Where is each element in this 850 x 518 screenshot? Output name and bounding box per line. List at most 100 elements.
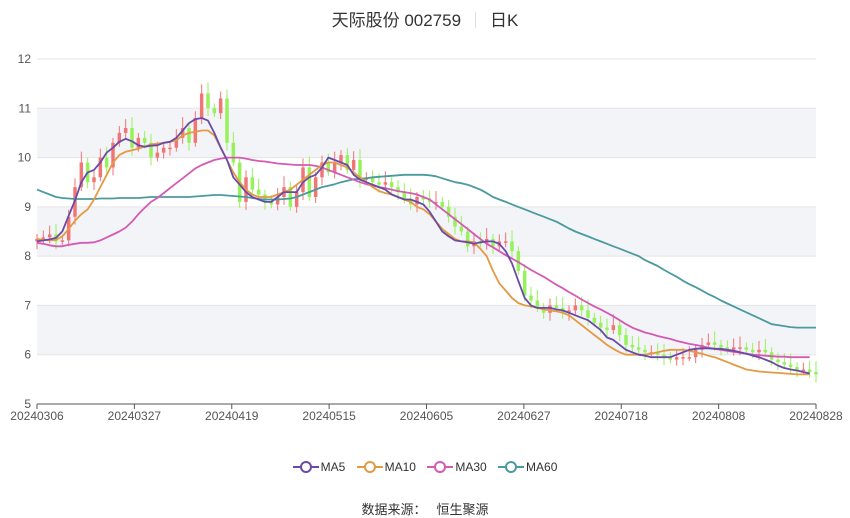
candle-body	[155, 152, 160, 158]
candle-body	[79, 162, 84, 188]
candle-body	[104, 157, 109, 168]
candle-body	[624, 335, 628, 345]
x-tick-label: 20240718	[595, 409, 649, 423]
candle-body	[731, 347, 736, 350]
legend-item-ma60[interactable]: MA60	[498, 459, 557, 474]
candle-body	[706, 342, 711, 345]
candle-body	[250, 177, 255, 190]
candle-body	[111, 142, 115, 168]
candle-body	[814, 371, 818, 375]
candle-body	[218, 98, 223, 114]
candle-body	[288, 187, 293, 207]
candle-body	[548, 305, 552, 313]
x-tick-label: 20240828	[789, 409, 843, 423]
candle-body	[744, 347, 749, 350]
candle-body	[516, 251, 521, 271]
candle-body	[383, 182, 388, 185]
source-label: 数据来源：	[361, 502, 427, 517]
candle-body	[592, 317, 597, 323]
candle-body	[161, 147, 166, 153]
candle-body	[41, 237, 46, 239]
candle-body	[421, 197, 426, 200]
candle-body	[795, 367, 799, 370]
y-tick-label: 7	[24, 298, 31, 312]
candle-body	[149, 142, 153, 158]
candle-body	[313, 177, 318, 197]
candle-body	[345, 155, 350, 170]
candle-body	[307, 167, 312, 197]
candle-body	[522, 270, 527, 296]
candle-body	[453, 216, 457, 227]
candle-body	[187, 128, 191, 143]
chart-title: 天际股份 002759 日K	[0, 6, 850, 30]
candle-body	[174, 137, 179, 148]
y-axis: 5 6 7 8 9 10 11 12	[18, 52, 32, 411]
candle-body	[231, 142, 236, 163]
candle-body	[700, 344, 704, 350]
candle-body	[98, 157, 103, 178]
candle-body	[674, 357, 679, 360]
candle-body	[725, 347, 730, 350]
legend-item-ma30[interactable]: MA30	[427, 459, 487, 474]
x-tick-label: 20240419	[205, 409, 259, 423]
candle-body	[377, 182, 381, 185]
title-divider	[475, 12, 477, 28]
candle-body	[60, 240, 65, 242]
candle-body	[807, 369, 812, 372]
ma30-line	[36, 156, 810, 359]
candle-body	[763, 349, 768, 353]
moving-average-lines	[36, 117, 816, 376]
candle-body	[263, 194, 267, 202]
y-tick-label: 9	[24, 200, 31, 214]
candle-body	[269, 201, 274, 205]
candle-body	[529, 295, 533, 301]
candle-body	[180, 128, 185, 138]
stock-title: 天际股份 002759	[331, 11, 462, 30]
candle-body	[370, 177, 375, 183]
candle-body	[579, 305, 584, 311]
candle-body	[776, 359, 780, 363]
ma60-line	[36, 173, 816, 329]
legend-label-ma30: MA30	[455, 459, 487, 474]
x-axis: 20240306 20240327 20240419 20240515 20240605…	[10, 403, 843, 423]
candle-body	[465, 231, 470, 247]
candle-body	[294, 192, 299, 207]
candle-body	[757, 349, 761, 353]
plot-bands	[37, 108, 816, 355]
candle-body	[750, 349, 755, 353]
period-label: 日K	[490, 11, 519, 30]
legend-label-ma5: MA5	[320, 459, 346, 474]
candle-body	[687, 357, 692, 359]
legend-item-ma5[interactable]: MA5	[292, 459, 346, 474]
plot-band	[37, 108, 816, 158]
candle-body	[693, 349, 698, 358]
candle-body	[415, 197, 419, 205]
candle-body	[554, 305, 559, 308]
candle-body	[440, 201, 445, 207]
candle-body	[193, 118, 198, 143]
candle-body	[801, 369, 806, 371]
candle-body	[662, 354, 666, 358]
candle-body	[510, 241, 514, 252]
candle-body	[586, 310, 590, 318]
candle-body	[611, 325, 616, 331]
candle-body	[598, 322, 603, 328]
y-tick-label: 5	[24, 397, 31, 411]
plot-band	[37, 206, 816, 257]
legend-label-ma60: MA60	[526, 459, 558, 474]
candle-body	[427, 199, 432, 202]
candle-body	[320, 162, 324, 178]
data-source: 数据来源： 恒生聚源	[0, 499, 850, 518]
x-tick-label: 20240627	[497, 409, 551, 423]
y-tick-label: 8	[24, 249, 31, 263]
candle-body	[738, 347, 742, 349]
plot-band	[37, 305, 816, 355]
legend-item-ma10[interactable]: MA10	[356, 459, 416, 474]
candle-body	[535, 300, 540, 308]
candle-body	[712, 342, 717, 345]
candle-body	[617, 325, 622, 335]
candle-body	[389, 182, 394, 188]
candle-body	[199, 93, 204, 119]
candle-body	[256, 189, 261, 195]
candle-body	[434, 201, 438, 204]
